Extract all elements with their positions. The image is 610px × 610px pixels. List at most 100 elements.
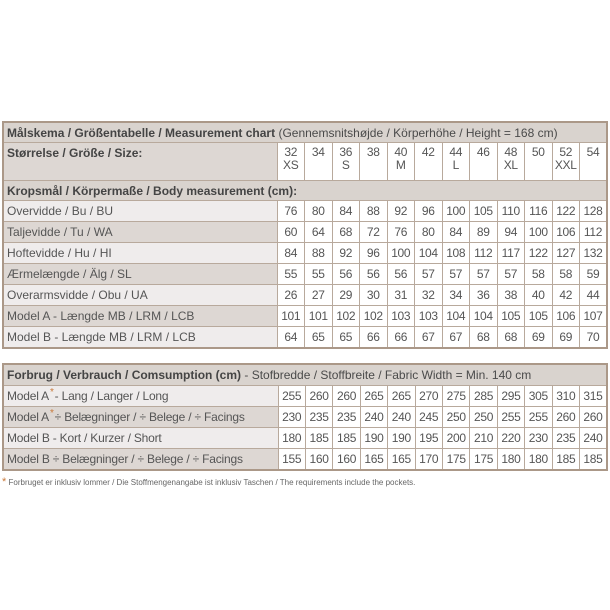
value-cell: 26 [276,284,305,306]
row-label-prefix: Model A [7,389,49,403]
size-number: 44 [449,145,463,159]
value-cell: 100 [524,221,553,243]
row-label: Overarmsvidde / Obu / UA [2,284,278,306]
size-cell: 38 [359,142,388,181]
footnote-text: Forbruget er inklusiv lommer / Die Stoff… [8,478,416,487]
measurement-chart-table: Målskema / Größentabelle / Measurement c… [2,121,608,349]
value-cell: 89 [469,221,498,243]
value-cell: 235 [332,406,361,428]
value-cell: 195 [414,427,443,449]
size-cell: 36 S [331,142,360,181]
size-row: Størrelse / Größe / Size: 32 XS 34 36 S 38 40 M 4… [2,142,608,181]
value-cell: 185 [304,427,334,449]
value-cell: 240 [387,406,416,428]
value-cell: 56 [331,263,360,285]
value-cell: 55 [276,263,305,285]
value-cell: 40 [524,284,553,306]
value-cell: 104 [441,305,470,327]
size-letter: XS [283,158,299,172]
value-cell: 285 [469,385,498,407]
value-cell: 190 [387,427,416,449]
footnote: * Forbruget er inklusiv lommer / Die Sto… [2,476,415,488]
asterisk-icon: * [49,408,54,419]
row-label: Hoftevidde / Hu / HI [2,242,278,264]
size-number: 32 [284,145,298,159]
value-cell: 101 [276,305,305,327]
row-label: Model B ÷ Belægninger / ÷ Belege / ÷ Fac… [2,448,279,471]
row-label: Model A - Længde MB / LRM / LCB [2,305,278,327]
value-cell: 110 [496,200,525,222]
value-cell: 305 [524,385,553,407]
value-cell: 185 [551,448,580,471]
body-measurement-header-row: Kropsmål / Körpermaße / Body measurement… [3,180,607,201]
value-cell: 220 [496,427,526,449]
value-cell: 65 [331,326,360,349]
row-label: Model B - Kort / Kurzer / Short [2,427,279,449]
value-cell: 165 [387,448,416,471]
value-cell: 132 [579,242,608,264]
value-cell: 180 [496,448,526,471]
consumption-title-row: Forbrug / Verbrauch / Comsumption (cm) -… [3,363,607,386]
value-cell: 76 [386,221,415,243]
measurement-title: Målskema / Größentabelle / Measurement c… [7,125,276,140]
table-row: Model A - Længde MB / LRM / LCB 101 101 102… [2,305,608,327]
value-cell: 240 [359,406,389,428]
size-number: 46 [476,145,490,159]
value-cell: 260 [304,385,334,407]
value-cell: 80 [414,221,443,243]
size-number: 50 [531,145,545,159]
value-cell: 265 [359,385,389,407]
value-cell: 265 [387,385,416,407]
size-cell: 44 L [441,142,470,181]
value-cell: 255 [277,385,306,407]
value-cell: 230 [524,427,553,449]
size-letter: XL [503,158,518,172]
value-cell: 185 [578,448,608,471]
row-label-prefix: Model B - Kort / Kurzer / Short [7,431,162,445]
size-number: 36 [339,145,353,159]
table-row: Model B - Længde MB / LRM / LCB 64 65 65 66 6… [2,326,608,349]
value-cell: 84 [276,242,305,264]
table-row: Model B - Kort / Kurzer / Short 180 185 185… [2,427,608,449]
value-cell: 68 [469,326,498,349]
size-cell: 34 [304,142,333,181]
value-cell: 190 [359,427,389,449]
size-number: 34 [311,145,325,159]
value-cell: 70 [579,326,608,349]
value-cell: 58 [551,263,580,285]
value-cell: 165 [359,448,389,471]
value-cell: 275 [441,385,471,407]
value-cell: 104 [469,305,498,327]
value-cell: 107 [579,305,608,327]
value-cell: 66 [359,326,388,349]
size-cell: 52 XXL [551,142,580,181]
value-cell: 180 [524,448,553,471]
value-cell: 100 [386,242,415,264]
value-cell: 104 [414,242,443,264]
consumption-title: Forbrug / Verbrauch / Comsumption (cm) [7,368,242,382]
size-number: 40 [394,145,408,159]
value-cell: 27 [304,284,333,306]
value-cell: 38 [496,284,525,306]
value-cell: 260 [551,406,580,428]
value-cell: 270 [414,385,443,407]
size-cell: 42 [414,142,443,181]
table-row: Ærmelængde / Älg / SL 55 55 56 56 56 57 57 57 57 5… [2,263,608,285]
value-cell: 250 [469,406,498,428]
value-cell: 106 [551,221,580,243]
row-label-prefix: Model B ÷ Belægninger / ÷ Belege / ÷ Fac… [7,452,243,466]
size-number: 42 [421,145,435,159]
value-cell: 255 [524,406,553,428]
table-row: Overvidde / Bu / BU 76 80 84 88 92 96 100 105 110… [2,200,608,222]
size-letter: S [341,158,350,172]
table-row: Model A*- Lang / Langer / Long 255 260 260 2… [2,385,608,407]
value-cell: 295 [496,385,526,407]
value-cell: 88 [304,242,333,264]
value-cell: 112 [579,221,608,243]
value-cell: 170 [414,448,443,471]
size-cell: 40 M [386,142,415,181]
value-cell: 100 [441,200,470,222]
value-cell: 175 [469,448,498,471]
value-cell: 185 [332,427,361,449]
value-cell: 230 [277,406,306,428]
